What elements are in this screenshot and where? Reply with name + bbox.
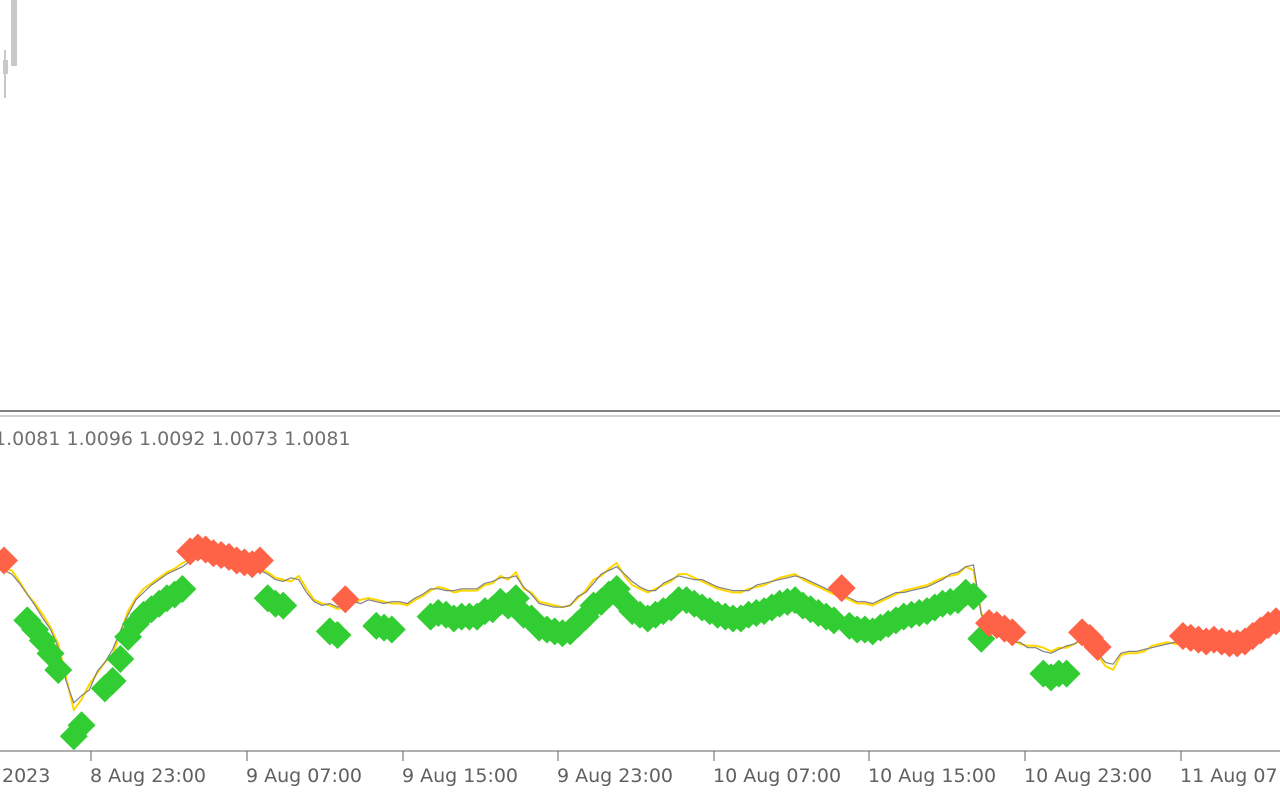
sell-signal-marker (998, 618, 1027, 647)
x-tick-label: 8 Aug 23:00 (90, 765, 206, 787)
x-tick-label: 10 Aug 15:00 (868, 765, 996, 787)
x-tick-label: 10 Aug 23:00 (1024, 765, 1152, 787)
sell-signal-marker (827, 574, 856, 603)
buy-signal-marker (168, 575, 197, 604)
sell-signal-marker (331, 585, 360, 614)
sell-signal-marker (0, 546, 18, 575)
x-tick-label: 9 Aug 07:00 (246, 765, 362, 787)
x-tick-label: 10 Aug 07:00 (713, 765, 841, 787)
indicator-pane (0, 533, 1280, 751)
x-axis: 2023 8 Aug 23:00 9 Aug 07:00 9 Aug 15:00 9 A… (2, 751, 1278, 787)
buy-signal-marker (959, 582, 988, 611)
x-tick-label: 11 Aug 07 (1180, 765, 1278, 787)
buy-signal-marker (98, 667, 127, 696)
sell-signal-marker (1083, 633, 1112, 662)
candle-body (11, 0, 17, 66)
x-tick-label: 9 Aug 23:00 (557, 765, 673, 787)
buy-signal-marker (377, 615, 406, 644)
buy-signal-marker (494, 591, 523, 620)
buy-signal-marker (106, 644, 135, 673)
sell-signal-marker (1262, 607, 1280, 636)
buy-signal-marker (44, 656, 73, 684)
signal-markers (0, 533, 1280, 751)
buy-signal-marker (323, 621, 352, 650)
buy-signal-marker (269, 591, 298, 620)
buy-signal-marker (1052, 659, 1081, 688)
indicator-values: 1.0081 1.0096 1.0092 1.0073 1.0081 (0, 428, 351, 450)
sell-signal-marker (245, 546, 274, 575)
main-price-pane (3, 0, 17, 98)
buy-signal-marker (67, 711, 96, 740)
x-tick-label: 9 Aug 15:00 (402, 765, 518, 787)
x-tick-label: 2023 (2, 765, 50, 787)
